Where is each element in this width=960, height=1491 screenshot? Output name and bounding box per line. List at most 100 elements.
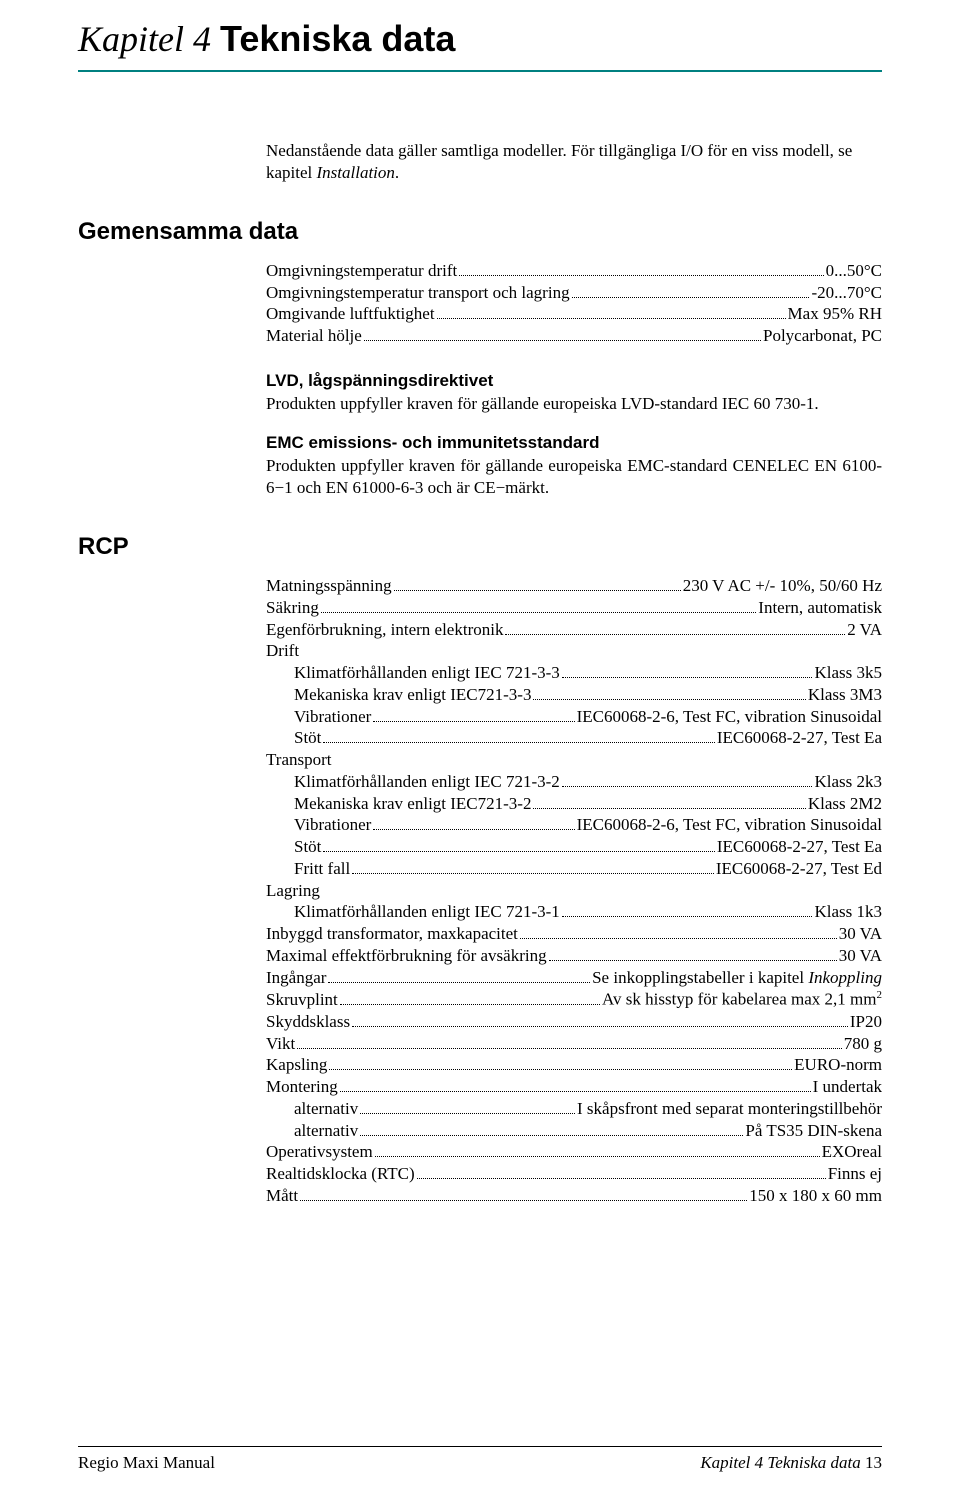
title-rule xyxy=(78,70,882,72)
spec-row: Vikt 780 g xyxy=(266,1033,882,1055)
dot-leader xyxy=(373,815,574,830)
spec-row: Mått 150 x 180 x 60 mm xyxy=(266,1185,882,1207)
spec-value: Finns ej xyxy=(828,1163,882,1185)
spec-label: Klimatförhållanden enligt IEC 721-3-1 xyxy=(294,901,560,923)
lvd-block: LVD, lågspänningsdirektivet Produkten up… xyxy=(266,371,882,415)
spec-value: 230 V AC +/- 10%, 50/60 Hz xyxy=(683,575,882,597)
spec-plain-label: Drift xyxy=(266,640,299,662)
spec-row: Matningsspänning 230 V AC +/- 10%, 50/60… xyxy=(266,575,882,597)
footer-page-number: 13 xyxy=(861,1453,882,1472)
dot-leader xyxy=(352,859,714,874)
spec-label: Realtidsklocka (RTC) xyxy=(266,1163,415,1185)
spec-value-sup: 2 xyxy=(877,989,883,1001)
dot-leader xyxy=(520,924,837,939)
spec-row: Klimatförhållanden enligt IEC 721-3-1 Kl… xyxy=(266,901,882,923)
spec-value: 780 g xyxy=(844,1033,882,1055)
spec-value: IEC60068-2-27, Test Ed xyxy=(716,858,882,880)
spec-value: 30 VA xyxy=(839,945,882,967)
intro-line1: Nedanstående data gäller samtliga modell… xyxy=(266,141,852,160)
chapter-title: Kapitel 4 Tekniska data xyxy=(78,18,882,60)
lvd-heading: LVD, lågspänningsdirektivet xyxy=(266,371,882,391)
spec-value: Klass 3k5 xyxy=(814,662,882,684)
spec-plain-label: Lagring xyxy=(266,880,320,902)
spec-label: Skyddsklass xyxy=(266,1011,350,1033)
chapter-name: Tekniska data xyxy=(220,18,455,59)
spec-label: Vikt xyxy=(266,1033,295,1055)
spec-value: IEC60068-2-6, Test FC, vibration Sinusoi… xyxy=(577,814,882,836)
spec-label: Skruvplint xyxy=(266,989,338,1011)
spec-label: Mått xyxy=(266,1185,298,1207)
dot-leader xyxy=(340,990,600,1005)
spec-label: Klimatförhållanden enligt IEC 721-3-2 xyxy=(294,771,560,793)
section-heading-gemensamma: Gemensamma data xyxy=(78,218,882,246)
spec-row: Skruvplint Av sk hisstyp för kabelarea m… xyxy=(266,988,882,1010)
spec-label: Klimatförhållanden enligt IEC 721-3-3 xyxy=(294,662,560,684)
dot-leader xyxy=(321,598,756,613)
spec-row: Klimatförhållanden enligt IEC 721-3-3 Kl… xyxy=(266,662,882,684)
spec-value: IEC60068-2-27, Test Ea xyxy=(717,727,882,749)
spec-value: -20...70°C xyxy=(811,282,882,304)
spec-label: Stöt xyxy=(294,836,321,858)
spec-plain-row: Drift xyxy=(266,640,882,662)
spec-row: alternativI skåpsfront med separat monte… xyxy=(266,1098,882,1120)
spec-label: Vibrationer xyxy=(294,814,371,836)
dot-leader xyxy=(375,1142,820,1157)
spec-value: IEC60068-2-27, Test Ea xyxy=(717,836,882,858)
spec-label: Omgivande luftfuktighet xyxy=(266,303,435,325)
gemensamma-spec-list: Omgivningstemperatur drift 0...50°C Omgivn… xyxy=(266,260,882,347)
spec-value: 150 x 180 x 60 mm xyxy=(749,1185,882,1207)
spec-label: Mekaniska krav enligt IEC721-3-3 xyxy=(294,684,531,706)
spec-value: 0...50°C xyxy=(826,260,882,282)
spec-row: Stöt IEC60068-2-27, Test Ea xyxy=(266,836,882,858)
rcp-spec-list: Matningsspänning 230 V AC +/- 10%, 50/60… xyxy=(266,575,882,1206)
spec-label: Operativsystem xyxy=(266,1141,373,1163)
dot-leader xyxy=(562,902,813,917)
spec-row: Ingångar Se inkopplingstabeller i kapite… xyxy=(266,967,882,989)
intro-paragraph: Nedanstående data gäller samtliga modell… xyxy=(266,140,882,184)
spec-row: alternativ På TS35 DIN-skena xyxy=(266,1120,882,1142)
dot-leader xyxy=(328,967,590,982)
dot-leader xyxy=(340,1077,811,1092)
spec-value: Klass 2M2 xyxy=(808,793,882,815)
emc-block: EMC emissions- och immunitetsstandard Pr… xyxy=(266,433,882,499)
spec-row: Vibrationer IEC60068-2-6, Test FC, vibra… xyxy=(266,814,882,836)
page-footer: Regio Maxi Manual Kapitel 4 Tekniska dat… xyxy=(78,1410,882,1473)
spec-row: Omgivande luftfuktighet Max 95% RH xyxy=(266,303,882,325)
dot-leader xyxy=(360,1099,575,1114)
lvd-text: Produkten uppfyller kraven för gällande … xyxy=(266,393,882,415)
spec-value-italic: Inkoppling xyxy=(808,968,882,987)
spec-label: Omgivningstemperatur drift xyxy=(266,260,457,282)
dot-leader xyxy=(364,326,761,341)
dot-leader xyxy=(300,1186,747,1201)
spec-row: Inbyggd transformator, maxkapacitet 30 V… xyxy=(266,923,882,945)
intro-line2a: kapitel xyxy=(266,163,317,182)
dot-leader xyxy=(323,728,714,743)
spec-row: Vibrationer IEC60068-2-6, Test FC, vibra… xyxy=(266,706,882,728)
spec-value: Klass 2k3 xyxy=(814,771,882,793)
spec-label: Inbyggd transformator, maxkapacitet xyxy=(266,923,518,945)
spec-label: Montering xyxy=(266,1076,338,1098)
spec-row: MonteringI undertak xyxy=(266,1076,882,1098)
spec-label: Matningsspänning xyxy=(266,575,392,597)
spec-row: Mekaniska krav enligt IEC721-3-3Klass 3M… xyxy=(266,684,882,706)
spec-label: alternativ xyxy=(294,1120,358,1142)
spec-value: EURO-norm xyxy=(794,1054,882,1076)
dot-leader xyxy=(323,837,714,852)
spec-label: Omgivningstemperatur transport och lagri… xyxy=(266,282,570,304)
spec-label: Egenförbrukning, intern elektronik xyxy=(266,619,503,641)
emc-heading: EMC emissions- och immunitetsstandard xyxy=(266,433,882,453)
spec-value: Klass 1k3 xyxy=(814,901,882,923)
spacer xyxy=(78,347,882,371)
dot-leader xyxy=(373,706,574,721)
dot-leader xyxy=(394,576,681,591)
dot-leader xyxy=(417,1164,826,1179)
spec-row: Realtidsklocka (RTC) Finns ej xyxy=(266,1163,882,1185)
spec-row: Fritt fallIEC60068-2-27, Test Ed xyxy=(266,858,882,880)
spec-label: Säkring xyxy=(266,597,319,619)
spec-plain-row: Lagring xyxy=(266,880,882,902)
spec-value: Max 95% RH xyxy=(788,303,882,325)
dot-leader xyxy=(329,1055,792,1070)
spec-label: Kapsling xyxy=(266,1054,327,1076)
intro-line2b: Installation xyxy=(317,163,395,182)
spec-row: Skyddsklass IP20 xyxy=(266,1011,882,1033)
